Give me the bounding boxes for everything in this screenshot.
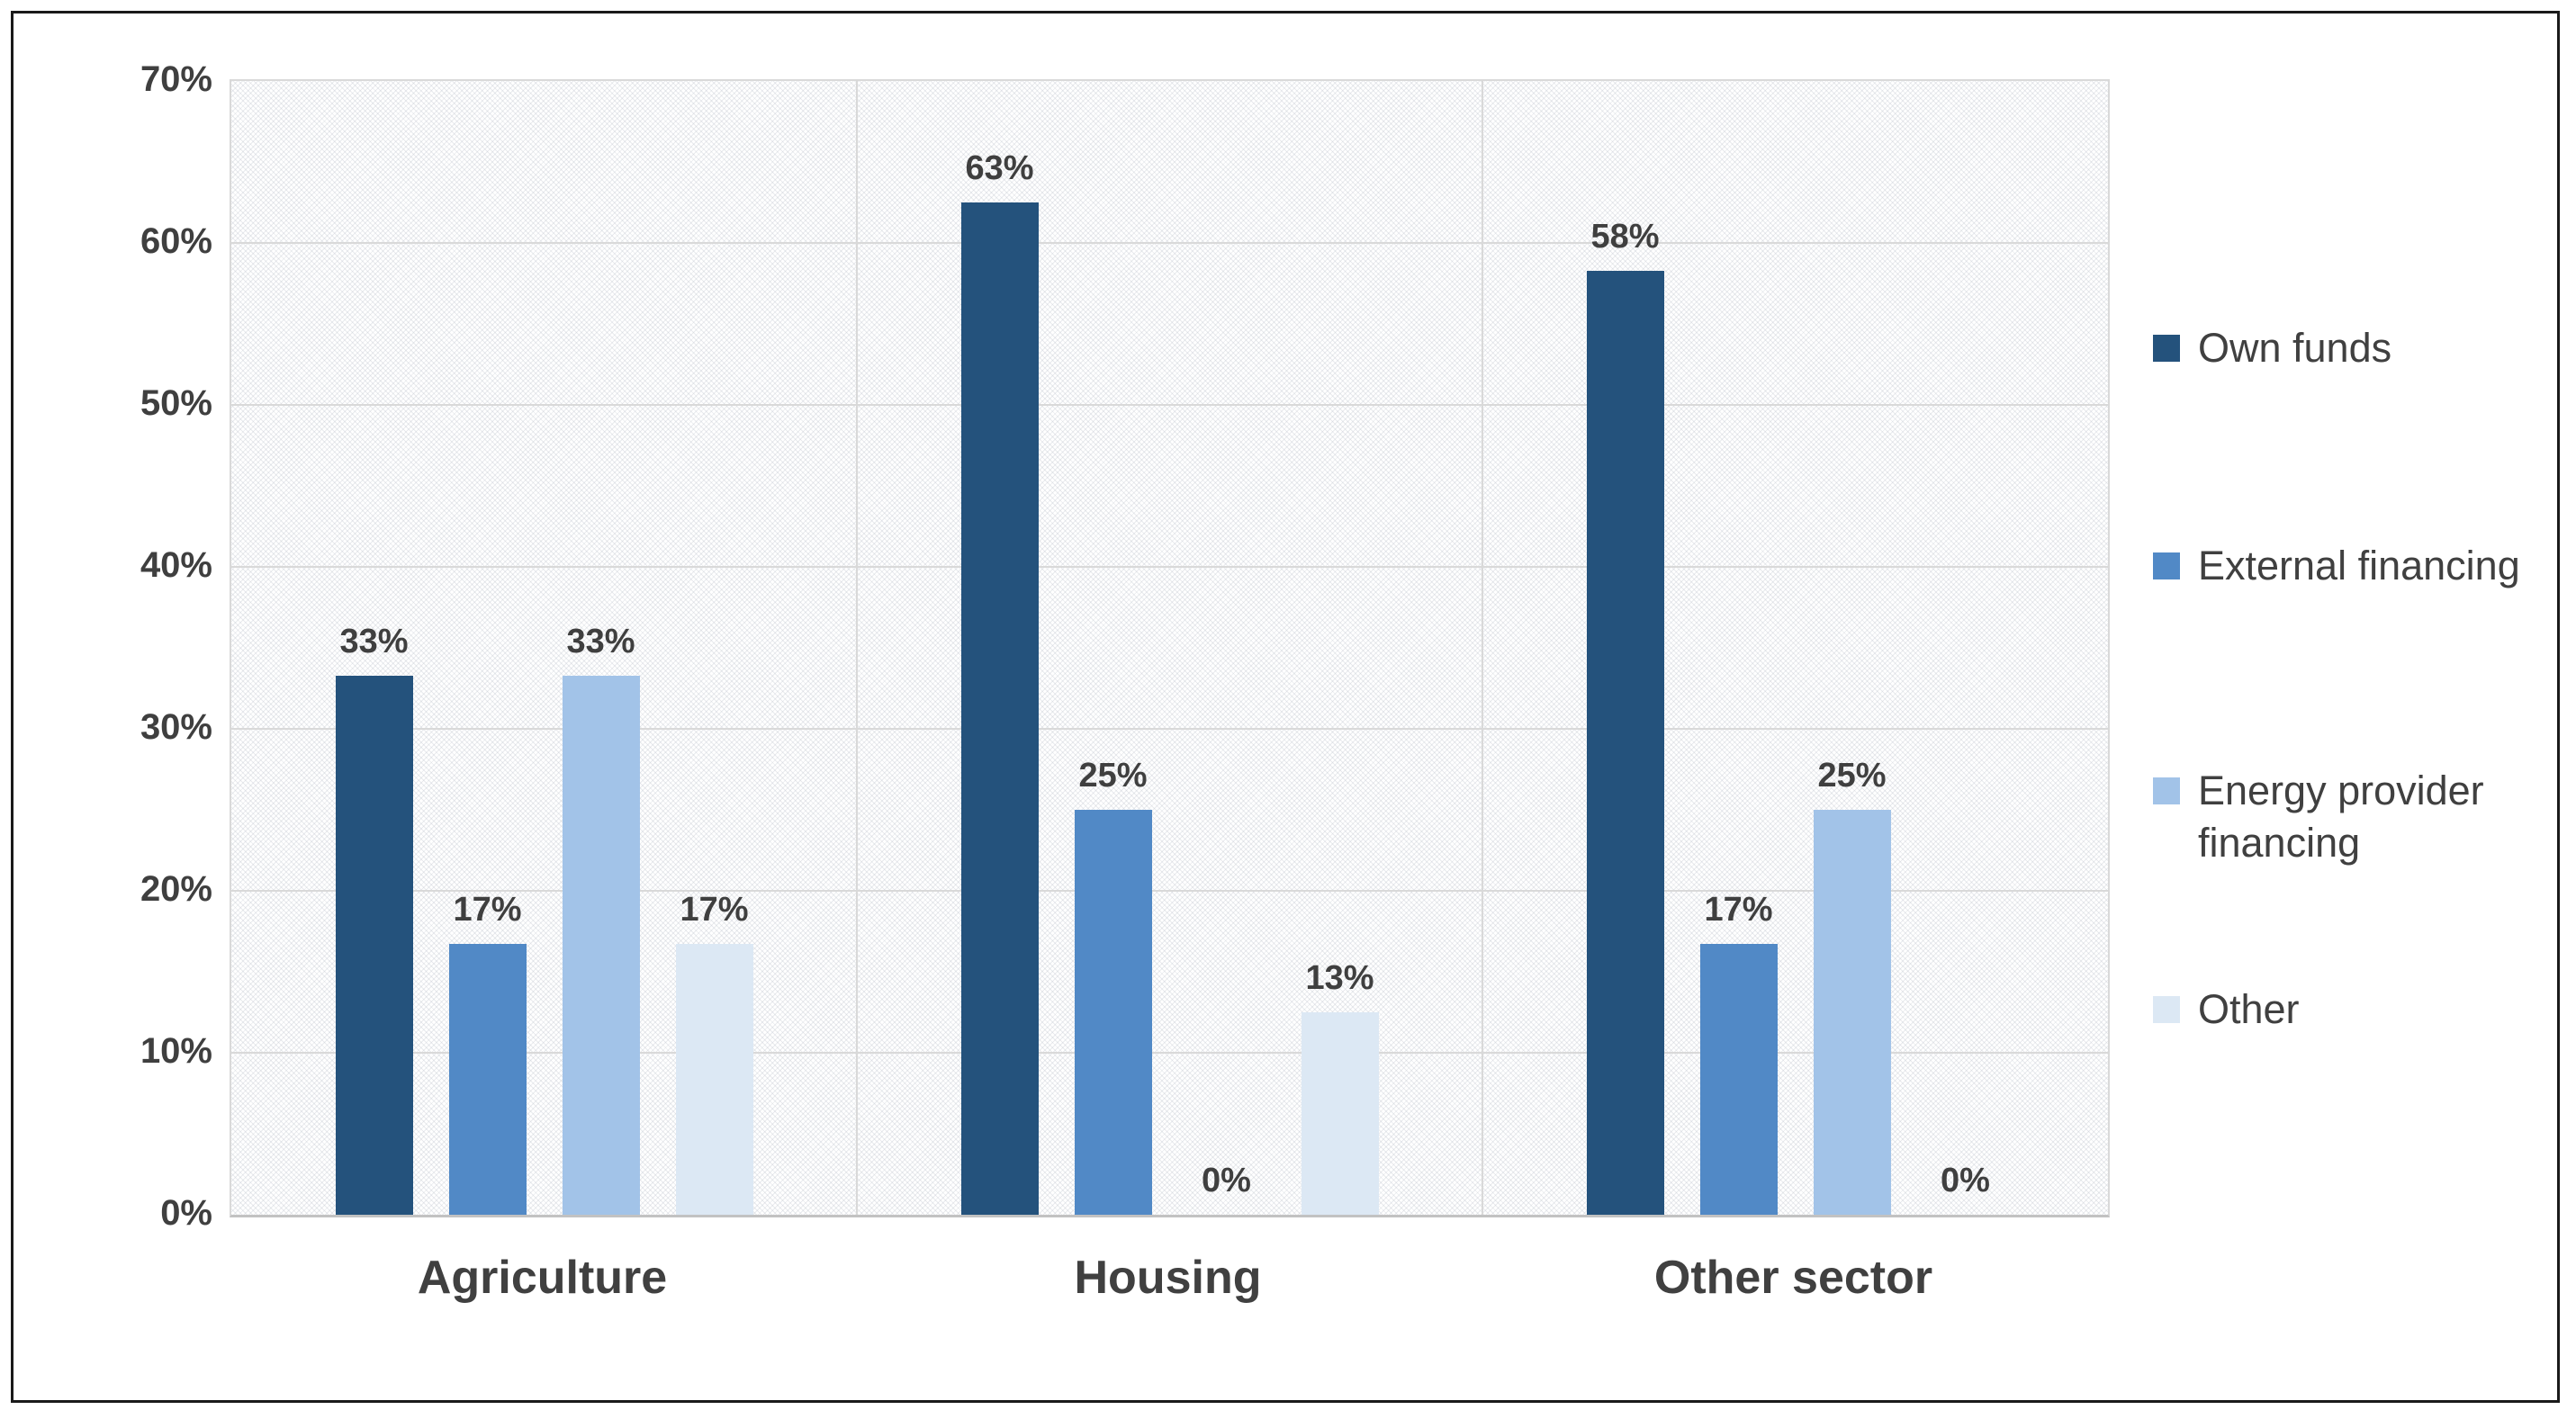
category-group-other-sector: 58% 17% 25% 0% (1482, 81, 2108, 1215)
legend-item-own-funds: Own funds (2153, 322, 2569, 374)
category-separator (1482, 81, 1483, 1215)
bar-value-label: 25% (1078, 757, 1148, 795)
bar-slot: 0% (1927, 81, 2004, 1215)
y-axis-tick-label: 0% (160, 1193, 212, 1233)
plot-area: 33% 17% 33% 17% 63% 25% 0% 13% 58% 17% 25% 0% (230, 79, 2110, 1217)
chart-frame: 33% 17% 33% 17% 63% 25% 0% 13% 58% 17% 25% 0% 0% 10%… (11, 11, 2560, 1403)
y-axis-tick-label: 50% (140, 383, 212, 423)
legend-color-swatch-icon (2153, 777, 2180, 804)
category-label-housing: Housing (1074, 1252, 1262, 1304)
bar-energy-provider-financing-other-sector (1813, 810, 1891, 1215)
bar-other-housing (1301, 1012, 1379, 1215)
bar-value-label: 0% (1941, 1162, 1990, 1199)
bar-value-label: 58% (1590, 218, 1660, 256)
y-axis-tick-label: 70% (140, 59, 212, 99)
gridline (231, 728, 2108, 730)
legend-item-label: Energy provider financing (2198, 768, 2484, 866)
gridline (231, 566, 2108, 568)
y-axis-tick-label: 10% (140, 1031, 212, 1071)
bar-slot: 17% (675, 81, 753, 1215)
bar-own-funds-agriculture (335, 676, 413, 1215)
bar-slot: 33% (335, 81, 413, 1215)
bar-value-label: 17% (453, 891, 522, 929)
y-axis-tick-label: 60% (140, 221, 212, 261)
gridline (231, 890, 2108, 892)
y-axis-tick-label: 20% (140, 869, 212, 909)
gridline (231, 1052, 2108, 1054)
bar-value-label: 33% (339, 623, 409, 660)
bar-value-label: 17% (1704, 891, 1773, 929)
bar-external-financing-agriculture (448, 944, 527, 1215)
category-label-agriculture: Agriculture (417, 1252, 668, 1304)
x-axis: Agriculture Housing Other sector (230, 1251, 2106, 1305)
bar-slot: 25% (1813, 81, 1891, 1215)
bar-own-funds-other-sector (1586, 271, 1664, 1215)
bar-energy-provider-financing-agriculture (562, 676, 640, 1215)
bar-slot: 58% (1586, 81, 1664, 1215)
bar-value-label: 13% (1305, 959, 1374, 997)
bar-other-agriculture (675, 944, 753, 1215)
legend-color-swatch-icon (2153, 335, 2180, 362)
bar-slot: 33% (562, 81, 640, 1215)
gridline (231, 242, 2108, 244)
legend-item-energy-provider-financing: Energy provider financing (2153, 765, 2569, 869)
category-group-agriculture: 33% 17% 33% 17% (231, 81, 857, 1215)
legend-color-swatch-icon (2153, 996, 2180, 1023)
bar-slot: 63% (960, 81, 1039, 1215)
y-axis-tick-label: 40% (140, 545, 212, 585)
bar-slot: 0% (1188, 81, 1265, 1215)
legend-item-label: Other (2198, 986, 2300, 1032)
category-group-housing: 63% 25% 0% 13% (857, 81, 1482, 1215)
bar-value-label: 17% (680, 891, 749, 929)
legend-item-label: Own funds (2198, 325, 2392, 371)
bar-value-label: 25% (1817, 757, 1887, 795)
bar-value-label: 0% (1202, 1162, 1251, 1199)
bar-external-financing-housing (1074, 810, 1152, 1215)
legend-item-external-financing: External financing (2153, 540, 2569, 592)
category-separator (856, 81, 858, 1215)
legend-item-other: Other (2153, 983, 2569, 1036)
legend-item-label: External financing (2198, 543, 2520, 588)
gridline (231, 404, 2108, 406)
bar-value-label: 63% (965, 149, 1034, 187)
category-label-other-sector: Other sector (1653, 1252, 1933, 1304)
bar-slot: 17% (448, 81, 527, 1215)
legend-color-swatch-icon (2153, 552, 2180, 579)
bar-slot: 13% (1301, 81, 1379, 1215)
y-axis-tick-label: 30% (140, 707, 212, 747)
bar-slot: 17% (1699, 81, 1778, 1215)
bar-external-financing-other-sector (1699, 944, 1778, 1215)
bar-value-label: 33% (566, 623, 635, 660)
bar-own-funds-housing (960, 202, 1039, 1215)
bar-slot: 25% (1074, 81, 1152, 1215)
